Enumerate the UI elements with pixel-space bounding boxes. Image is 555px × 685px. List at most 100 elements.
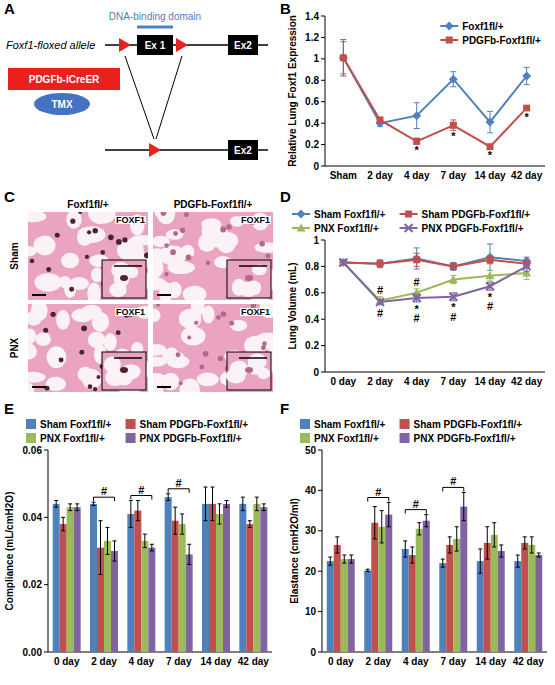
- decoration: [104, 333, 117, 350]
- error-bar: [441, 559, 445, 567]
- series-line: [343, 257, 526, 266]
- error-bar: [414, 253, 420, 266]
- legend-item: Sham Foxf1fl/+: [292, 209, 386, 220]
- legend-item: Sham Foxf1fl/+: [26, 419, 112, 430]
- y-tick-label: 0: [313, 161, 319, 172]
- decoration: [170, 249, 176, 255]
- legend-label: PNX PDGFb-Foxf1fl/+: [140, 433, 242, 444]
- y-tick: [318, 490, 322, 491]
- bar: [90, 504, 97, 652]
- legend-item: PNX Foxf1fl/+: [300, 433, 379, 444]
- bar: [239, 504, 246, 652]
- x-tick-label: 0 day: [328, 656, 354, 667]
- legend-label: PNX PDGFb-Foxf1fl/+: [414, 433, 516, 444]
- error-bar: [92, 502, 96, 505]
- exon2: [228, 35, 258, 55]
- decoration: [144, 253, 148, 259]
- y-tick: [44, 517, 48, 518]
- y-tick-label: 0.00: [23, 647, 43, 658]
- decoration: [227, 260, 271, 298]
- x-tick-label: 14 day: [474, 376, 506, 387]
- x-tick-label: 0 day: [54, 656, 80, 667]
- decoration: [157, 294, 171, 296]
- y-tick-label: 1: [313, 53, 319, 64]
- y-tick-label: 0.2: [305, 139, 319, 150]
- marker: [339, 53, 348, 62]
- x-axis: [322, 652, 547, 653]
- decoration: [201, 218, 221, 230]
- marker: [413, 294, 421, 302]
- decoration: [32, 294, 46, 296]
- marker: [486, 271, 495, 279]
- decoration: [206, 261, 211, 266]
- decoration: [227, 352, 271, 390]
- x-tick-label: 42 day: [511, 376, 543, 387]
- y-axis-title: Compliance (mL/cmH2O): [4, 492, 15, 611]
- error-bar: [75, 504, 79, 511]
- y-tick-label: 20: [305, 566, 317, 577]
- bar: [521, 543, 528, 652]
- error-bar: [106, 527, 110, 554]
- decoration: [239, 357, 267, 359]
- decoration: [215, 232, 238, 250]
- y-tick-label: 0.04: [23, 512, 43, 523]
- decoration: [259, 241, 265, 247]
- legend: Sham Foxf1fl/+Sham PDGFb-Foxf1fl/+PNX Fo…: [26, 419, 248, 444]
- micrograph: [28, 212, 148, 300]
- marker: [449, 293, 457, 301]
- stain-label: FOXF1: [116, 215, 145, 225]
- y-tick-label: 0.4: [305, 314, 319, 325]
- bar: [179, 524, 186, 652]
- legend-swatch: [26, 433, 36, 443]
- decoration: [183, 286, 207, 300]
- bar: [446, 545, 453, 652]
- panel-letter: A: [4, 0, 15, 17]
- error-bar: [349, 555, 353, 563]
- error-bar: [335, 537, 339, 553]
- decoration: [92, 312, 109, 332]
- legend-swatch: [26, 419, 36, 429]
- error-bar: [530, 537, 534, 553]
- legend-label: PDGFb-Foxf1fl/+: [462, 35, 541, 46]
- y-tick: [321, 144, 325, 145]
- series-line: [343, 58, 526, 147]
- marker: [413, 256, 420, 263]
- bar: [341, 559, 348, 652]
- decoration: [120, 367, 128, 373]
- marker: [450, 122, 457, 129]
- bar: [67, 507, 74, 652]
- x-axis: [48, 652, 272, 653]
- y-tick-label: 50: [305, 445, 317, 456]
- decoration: [114, 265, 142, 267]
- decoration: [93, 387, 97, 391]
- y-tick-label: 0.6: [305, 287, 319, 298]
- decoration: [157, 212, 175, 224]
- bar: [385, 515, 392, 652]
- marker: [446, 37, 453, 44]
- x-tick-label: 14 day: [474, 170, 506, 181]
- bar: [409, 555, 416, 652]
- error-bar: [173, 507, 177, 534]
- error-bar: [255, 497, 259, 510]
- decoration: [78, 226, 105, 243]
- panel-letter: F: [280, 400, 289, 417]
- decoration: [28, 343, 37, 359]
- decoration: [161, 212, 167, 216]
- error-bar: [166, 494, 170, 501]
- error-bar: [516, 555, 520, 567]
- legend-item: Sham PDGFb-Foxf1fl/+: [400, 419, 523, 430]
- label-patch: [414, 145, 421, 155]
- bar: [74, 507, 81, 652]
- error-bar: [187, 544, 191, 564]
- decoration: [102, 260, 146, 298]
- exon1: [137, 35, 173, 55]
- marker: [487, 256, 494, 263]
- label-patch: [487, 150, 494, 160]
- series-line: [343, 260, 526, 267]
- y-tick-label: 0.2: [305, 340, 319, 351]
- decoration: [28, 372, 46, 383]
- bar: [416, 529, 423, 652]
- error-bar: [113, 541, 117, 561]
- marker: [405, 224, 413, 232]
- significance-mark: #: [377, 284, 383, 296]
